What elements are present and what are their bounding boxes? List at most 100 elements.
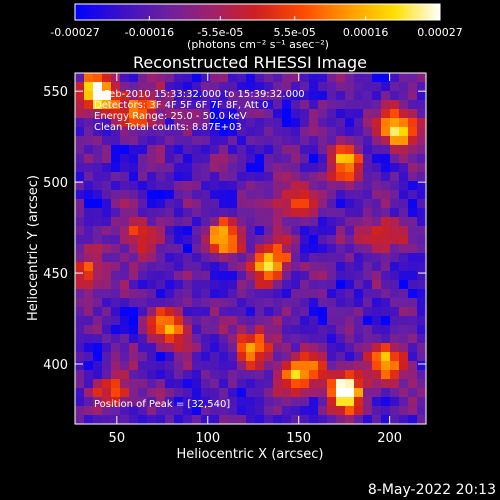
heatmap-cell <box>75 316 85 326</box>
heatmap-cell <box>354 217 364 227</box>
heatmap-cell <box>93 406 103 416</box>
heatmap-cell <box>174 370 184 380</box>
heatmap-cell <box>120 289 130 299</box>
heatmap-cell <box>93 307 103 317</box>
heatmap-cell <box>138 262 148 272</box>
heatmap-cell <box>345 172 355 182</box>
heatmap-cell <box>93 361 103 371</box>
heatmap-cell <box>408 415 418 425</box>
heatmap-cell <box>201 415 211 425</box>
heatmap-cell <box>228 235 238 245</box>
heatmap-cell <box>336 397 346 407</box>
heatmap-cell <box>183 334 193 344</box>
heatmap-cell <box>381 127 391 137</box>
heatmap-cell <box>111 217 121 227</box>
heatmap-cell <box>228 415 238 425</box>
heatmap-cell <box>372 172 382 182</box>
heatmap-cell <box>129 73 139 83</box>
heatmap-cell <box>255 244 265 254</box>
heatmap-cell <box>399 172 409 182</box>
heatmap-cell <box>327 73 337 83</box>
heatmap-cell <box>381 91 391 101</box>
heatmap-cell <box>399 388 409 398</box>
heatmap-cell <box>156 307 166 317</box>
heatmap-cell <box>201 280 211 290</box>
heatmap-cell <box>408 208 418 218</box>
heatmap-cell <box>192 253 202 263</box>
heatmap-cell <box>183 109 193 119</box>
heatmap-cell <box>174 262 184 272</box>
heatmap-cell <box>111 343 121 353</box>
heatmap-cell <box>192 262 202 272</box>
heatmap-cell <box>372 262 382 272</box>
heatmap-cell <box>219 154 229 164</box>
heatmap-cell <box>309 334 319 344</box>
heatmap-cell <box>210 253 220 263</box>
heatmap-cell <box>264 298 274 308</box>
heatmap-cell <box>102 361 112 371</box>
heatmap-cell <box>210 343 220 353</box>
heatmap-cell <box>300 298 310 308</box>
heatmap-cell <box>138 190 148 200</box>
heatmap-cell <box>345 271 355 281</box>
heatmap-cell <box>327 199 337 209</box>
heatmap-cell <box>282 253 292 263</box>
heatmap-cell <box>354 100 364 110</box>
heatmap-cell <box>408 361 418 371</box>
heatmap-cell <box>183 136 193 146</box>
heatmap-cell <box>291 109 301 119</box>
heatmap-cell <box>246 190 256 200</box>
heatmap-cell <box>201 388 211 398</box>
heatmap-cell <box>210 298 220 308</box>
heatmap-cell <box>264 406 274 416</box>
heatmap-cell <box>147 181 157 191</box>
heatmap-cell <box>309 370 319 380</box>
heatmap-cell <box>147 253 157 263</box>
heatmap-cell <box>192 397 202 407</box>
heatmap-cell <box>165 109 175 119</box>
heatmap-cell <box>201 406 211 416</box>
heatmap-cell <box>219 118 229 128</box>
x-tick-label: 50 <box>109 431 126 446</box>
heatmap-cell <box>138 325 148 335</box>
heatmap-cell <box>399 280 409 290</box>
heatmap-cell <box>309 136 319 146</box>
heatmap-cell <box>264 343 274 353</box>
heatmap-cell <box>399 334 409 344</box>
y-tick-label: 500 <box>43 176 68 191</box>
heatmap-cell <box>390 415 400 425</box>
heatmap-cell <box>192 307 202 317</box>
heatmap-cell <box>336 316 346 326</box>
heatmap-cell <box>93 298 103 308</box>
heatmap-cell <box>336 244 346 254</box>
heatmap-cell <box>111 100 121 110</box>
heatmap-cell <box>291 181 301 191</box>
heatmap-cell <box>210 352 220 362</box>
heatmap-cell <box>120 208 130 218</box>
heatmap-cell <box>111 109 121 119</box>
heatmap-cell <box>75 415 85 425</box>
heatmap-cell <box>111 226 121 236</box>
heatmap-cell <box>111 379 121 389</box>
heatmap-cell <box>300 127 310 137</box>
heatmap-cell <box>111 253 121 263</box>
heatmap-cell <box>336 127 346 137</box>
heatmap-cell <box>129 172 139 182</box>
heatmap-cell <box>264 370 274 380</box>
heatmap-cell <box>120 190 130 200</box>
heatmap-cell <box>147 217 157 227</box>
heatmap-cell <box>237 154 247 164</box>
heatmap-cell <box>228 163 238 173</box>
heatmap-cell <box>300 388 310 398</box>
heatmap-cell <box>138 307 148 317</box>
heatmap-cell <box>174 226 184 236</box>
heatmap-cell <box>102 370 112 380</box>
heatmap-cell <box>291 244 301 254</box>
heatmap-cell <box>156 100 166 110</box>
heatmap-cell <box>102 262 112 272</box>
heatmap-cell <box>237 91 247 101</box>
heatmap-cell <box>399 397 409 407</box>
heatmap-cell <box>192 172 202 182</box>
heatmap-cell <box>210 208 220 218</box>
heatmap-cell <box>228 127 238 137</box>
